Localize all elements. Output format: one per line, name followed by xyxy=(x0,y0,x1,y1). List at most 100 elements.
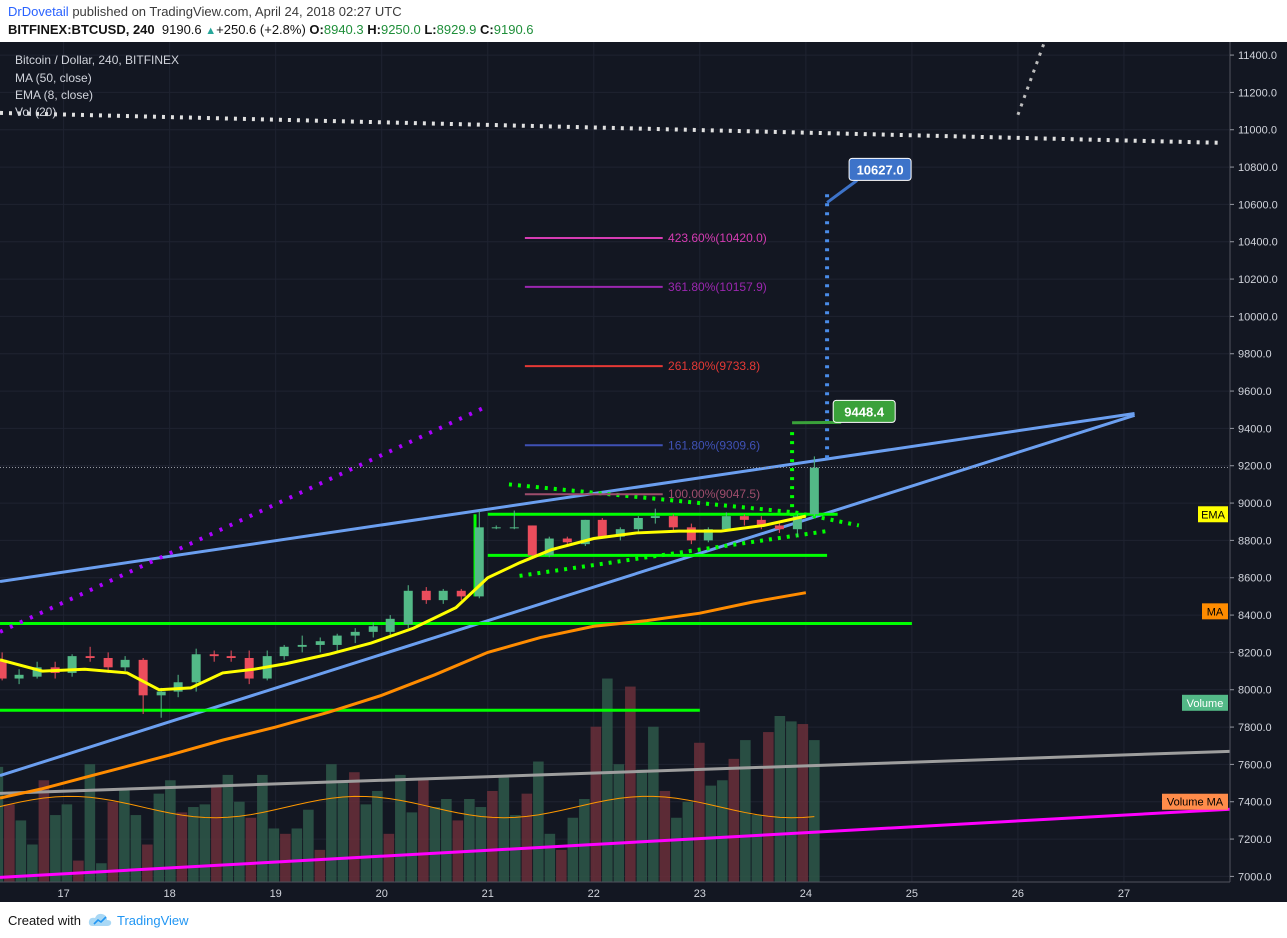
price-axis[interactable]: 11400.0 11200.0 11000.0 10800.0 10600.0 10400… xyxy=(1230,50,1278,883)
volume-bar xyxy=(636,769,648,882)
candle-down xyxy=(774,525,784,530)
magenta-trendline xyxy=(0,807,1231,879)
axis-badge xyxy=(1202,603,1228,620)
drawings: 423.60%(10420.0) 361.80%(10157.9) 261.80%(… xyxy=(0,42,1231,879)
candle-down xyxy=(226,656,236,658)
candle-down xyxy=(597,519,607,537)
upper-channel-line xyxy=(0,411,1135,583)
callout-box xyxy=(848,157,912,181)
candle-down xyxy=(739,516,749,520)
volume-bar xyxy=(280,833,291,882)
price-tick-label: 10000.0 xyxy=(1238,311,1278,323)
volume-bar xyxy=(682,801,694,882)
fib-level-label: 161.80%(9309.6) xyxy=(668,438,760,452)
callout-box xyxy=(832,399,896,423)
volume-bar xyxy=(475,807,487,882)
volume-bar xyxy=(728,758,740,882)
time-tick-label: 18 xyxy=(164,888,176,900)
price-tick-label: 7000.0 xyxy=(1238,871,1272,883)
price-tick-label: 9400.0 xyxy=(1238,423,1272,435)
time-tick-label: 22 xyxy=(588,888,600,900)
candle-up xyxy=(67,656,77,673)
legend-vol[interactable]: Vol (20) xyxy=(15,105,56,119)
price-tick-label: 8400.0 xyxy=(1238,610,1272,622)
close-value: 9190.6 xyxy=(493,22,534,37)
callout-label: 9448.4 xyxy=(844,404,885,419)
volume-bar xyxy=(705,785,717,882)
price-tick-label: 8000.0 xyxy=(1238,685,1272,697)
candle-up xyxy=(474,527,484,597)
price-tick-label: 9000.0 xyxy=(1238,498,1272,510)
volume-bar xyxy=(659,790,671,882)
price-tick-label: 8800.0 xyxy=(1238,535,1272,547)
fib-level-label: 361.80%(10157.9) xyxy=(668,280,767,294)
volume-bar xyxy=(579,799,590,882)
candle-up xyxy=(544,538,554,556)
volume-bar xyxy=(544,833,556,882)
candle-up xyxy=(315,641,325,645)
volume-bar xyxy=(797,724,809,882)
low-label: L: xyxy=(424,22,437,37)
price-tick-label: 10800.0 xyxy=(1238,162,1278,174)
axis-badge-label: EMA xyxy=(1201,509,1226,521)
publish-info: DrDovetail published on TradingView.com,… xyxy=(8,4,402,19)
symbol-label: BITFINEX:BTCUSD, 240 xyxy=(8,22,155,37)
candle-up xyxy=(721,516,731,530)
tradingview-brand-link[interactable]: TradingView xyxy=(117,913,189,928)
open-value: 8940.3 xyxy=(323,22,364,37)
footer: Created with TradingView xyxy=(0,902,1287,938)
volume-bar xyxy=(130,815,142,882)
volume-bar xyxy=(464,799,475,882)
volume-bar xyxy=(567,817,579,882)
volume-bar xyxy=(418,777,429,882)
candle-up xyxy=(332,635,342,645)
volume-bar xyxy=(107,801,119,882)
volume-bar xyxy=(303,809,314,882)
volume-bar xyxy=(556,849,567,882)
volume-bar xyxy=(498,777,510,882)
created-with-text: Created with xyxy=(8,913,81,928)
volume-bar xyxy=(153,793,165,882)
fib-level-label: 423.60%(10420.0) xyxy=(668,231,767,245)
candle-up xyxy=(650,516,660,518)
volume-bar xyxy=(441,799,452,882)
price-tick-label: 7800.0 xyxy=(1238,722,1272,734)
time-axis[interactable]: 17 18 19 20 21 22 23 24 25 26 27 xyxy=(57,888,1130,900)
axis-badge xyxy=(1198,506,1228,523)
candle-up xyxy=(156,691,166,696)
legend-ema[interactable]: EMA (8, close) xyxy=(15,88,93,102)
triangle-tip-dotted xyxy=(794,510,860,528)
candle-down xyxy=(0,659,7,679)
candle-down xyxy=(209,654,219,657)
candle-up xyxy=(191,654,201,683)
volume-bar xyxy=(245,817,257,882)
volume-bar xyxy=(774,716,786,882)
volume-bar xyxy=(61,804,73,882)
high-label: H: xyxy=(367,22,381,37)
volume-bar xyxy=(671,817,682,882)
axis-badge-label: Volume MA xyxy=(1167,797,1224,809)
candle-up xyxy=(809,467,819,515)
volume-bar xyxy=(395,774,406,882)
candle-down xyxy=(756,519,766,526)
volume-bar xyxy=(199,804,211,882)
author-link[interactable]: DrDovetail xyxy=(8,4,69,19)
volume-bar xyxy=(142,844,153,882)
candle-up xyxy=(14,674,24,679)
candle-down xyxy=(686,527,696,541)
up-arrow-icon: ▲ xyxy=(205,25,217,37)
legend-ma[interactable]: MA (50, close) xyxy=(15,71,92,85)
price-tick-label: 7600.0 xyxy=(1238,759,1272,771)
time-tick-label: 24 xyxy=(800,888,812,900)
price-chart[interactable]: 423.60%(10420.0) 361.80%(10157.9) 261.80%(… xyxy=(0,42,1287,902)
triangle-bottom-dotted xyxy=(519,529,828,578)
volume-bar xyxy=(0,766,4,882)
time-tick-label: 17 xyxy=(57,888,69,900)
volume-bar xyxy=(50,815,61,882)
high-value: 9250.0 xyxy=(380,22,421,37)
price-tick-label: 9600.0 xyxy=(1238,386,1272,398)
volume-bar xyxy=(590,726,602,882)
ema-8-line xyxy=(0,514,807,692)
lower-channel-line xyxy=(0,413,1136,778)
published-text: published on TradingView.com, April 24, … xyxy=(72,4,402,19)
